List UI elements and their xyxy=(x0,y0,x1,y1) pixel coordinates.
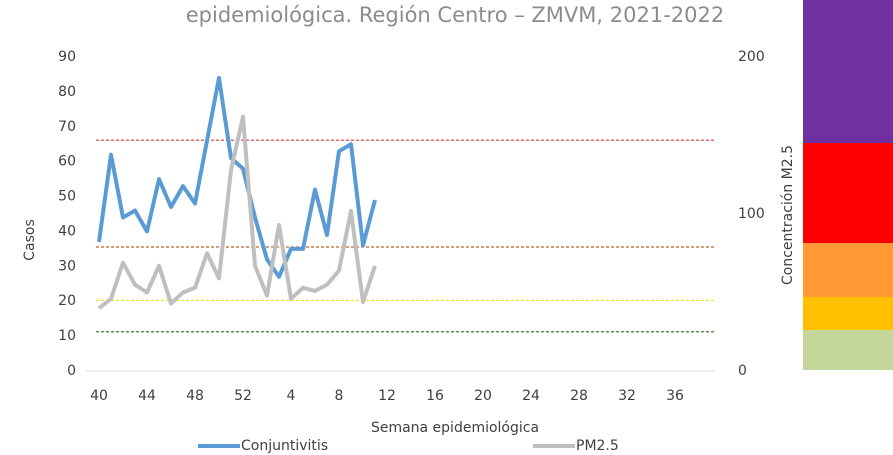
x-tick-label: 8 xyxy=(335,388,344,404)
x-tick-label: 40 xyxy=(90,388,108,404)
color-band xyxy=(803,297,893,330)
y-axis-label: Casos xyxy=(22,219,38,261)
y-tick-label: 30 xyxy=(58,258,76,274)
y-tick-label: 10 xyxy=(58,328,76,344)
y-tick-label: 0 xyxy=(67,363,76,379)
y-tick-label: 20 xyxy=(58,293,76,309)
y-tick-label: 90 xyxy=(58,49,76,65)
y2-tick-label: 100 xyxy=(738,206,765,222)
legend-label: Conjuntivitis xyxy=(241,438,328,454)
x-tick-label: 36 xyxy=(666,388,684,404)
x-tick-label: 44 xyxy=(138,388,156,404)
y-tick-label: 50 xyxy=(58,189,76,205)
x-tick-label: 20 xyxy=(474,388,492,404)
chart-title: epidemiológica. Región Centro – ZMVM, 20… xyxy=(186,3,724,27)
x-tick-label: 4 xyxy=(287,388,296,404)
y2-tick-label: 200 xyxy=(738,49,765,65)
x-axis-label: Semana epidemiológica xyxy=(371,420,539,436)
y2-tick-label: 0 xyxy=(738,363,747,379)
series-line xyxy=(97,75,377,279)
x-tick-label: 12 xyxy=(378,388,396,404)
y2-axis-label: Concentración M2.5 xyxy=(780,145,796,285)
x-tick-label: 16 xyxy=(426,388,444,404)
y-tick-label: 40 xyxy=(58,223,76,239)
x-tick-label: 28 xyxy=(570,388,588,404)
series-line xyxy=(97,114,377,310)
color-band xyxy=(803,143,893,243)
x-tick-label: 32 xyxy=(618,388,636,404)
color-band xyxy=(803,330,893,370)
x-tick-label: 52 xyxy=(234,388,252,404)
x-tick-label: 24 xyxy=(522,388,540,404)
y-tick-label: 70 xyxy=(58,119,76,135)
x-tick-label: 48 xyxy=(186,388,204,404)
y-tick-label: 60 xyxy=(58,154,76,170)
legend-label: PM2.5 xyxy=(576,438,619,454)
y-tick-label: 80 xyxy=(58,84,76,100)
color-band xyxy=(803,0,893,143)
color-band xyxy=(803,243,893,297)
